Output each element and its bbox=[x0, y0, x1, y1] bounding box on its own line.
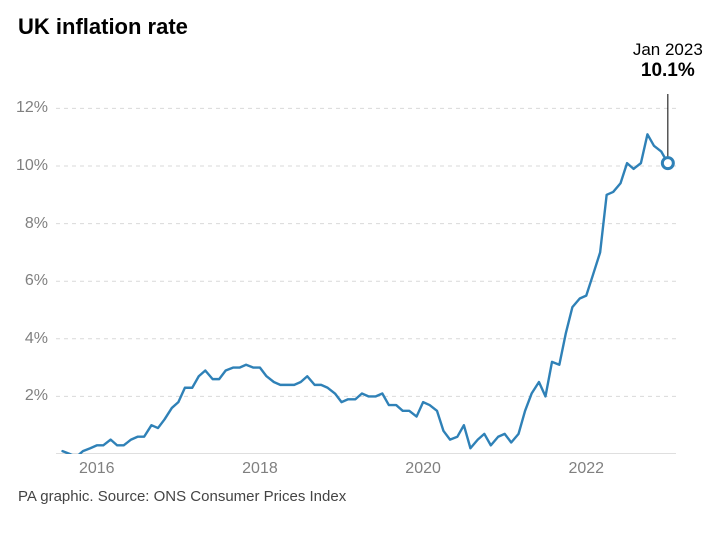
y-axis-label: 2% bbox=[8, 387, 48, 405]
x-axis-label: 2018 bbox=[230, 460, 290, 478]
callout-date-label: Jan 2023 bbox=[608, 40, 720, 60]
source-text: PA graphic. Source: ONS Consumer Prices … bbox=[18, 488, 346, 505]
y-axis-label: 8% bbox=[8, 215, 48, 233]
inflation-line-chart bbox=[56, 94, 676, 454]
y-axis-label: 6% bbox=[8, 272, 48, 290]
y-axis-label: 10% bbox=[8, 157, 48, 175]
y-axis-label: 4% bbox=[8, 330, 48, 348]
y-axis-label: 12% bbox=[8, 99, 48, 117]
chart-title: UK inflation rate bbox=[18, 14, 188, 40]
x-axis-label: 2020 bbox=[393, 460, 453, 478]
callout-value-label: 10.1% bbox=[608, 60, 720, 82]
x-axis-label: 2022 bbox=[556, 460, 616, 478]
x-axis-label: 2016 bbox=[67, 460, 127, 478]
